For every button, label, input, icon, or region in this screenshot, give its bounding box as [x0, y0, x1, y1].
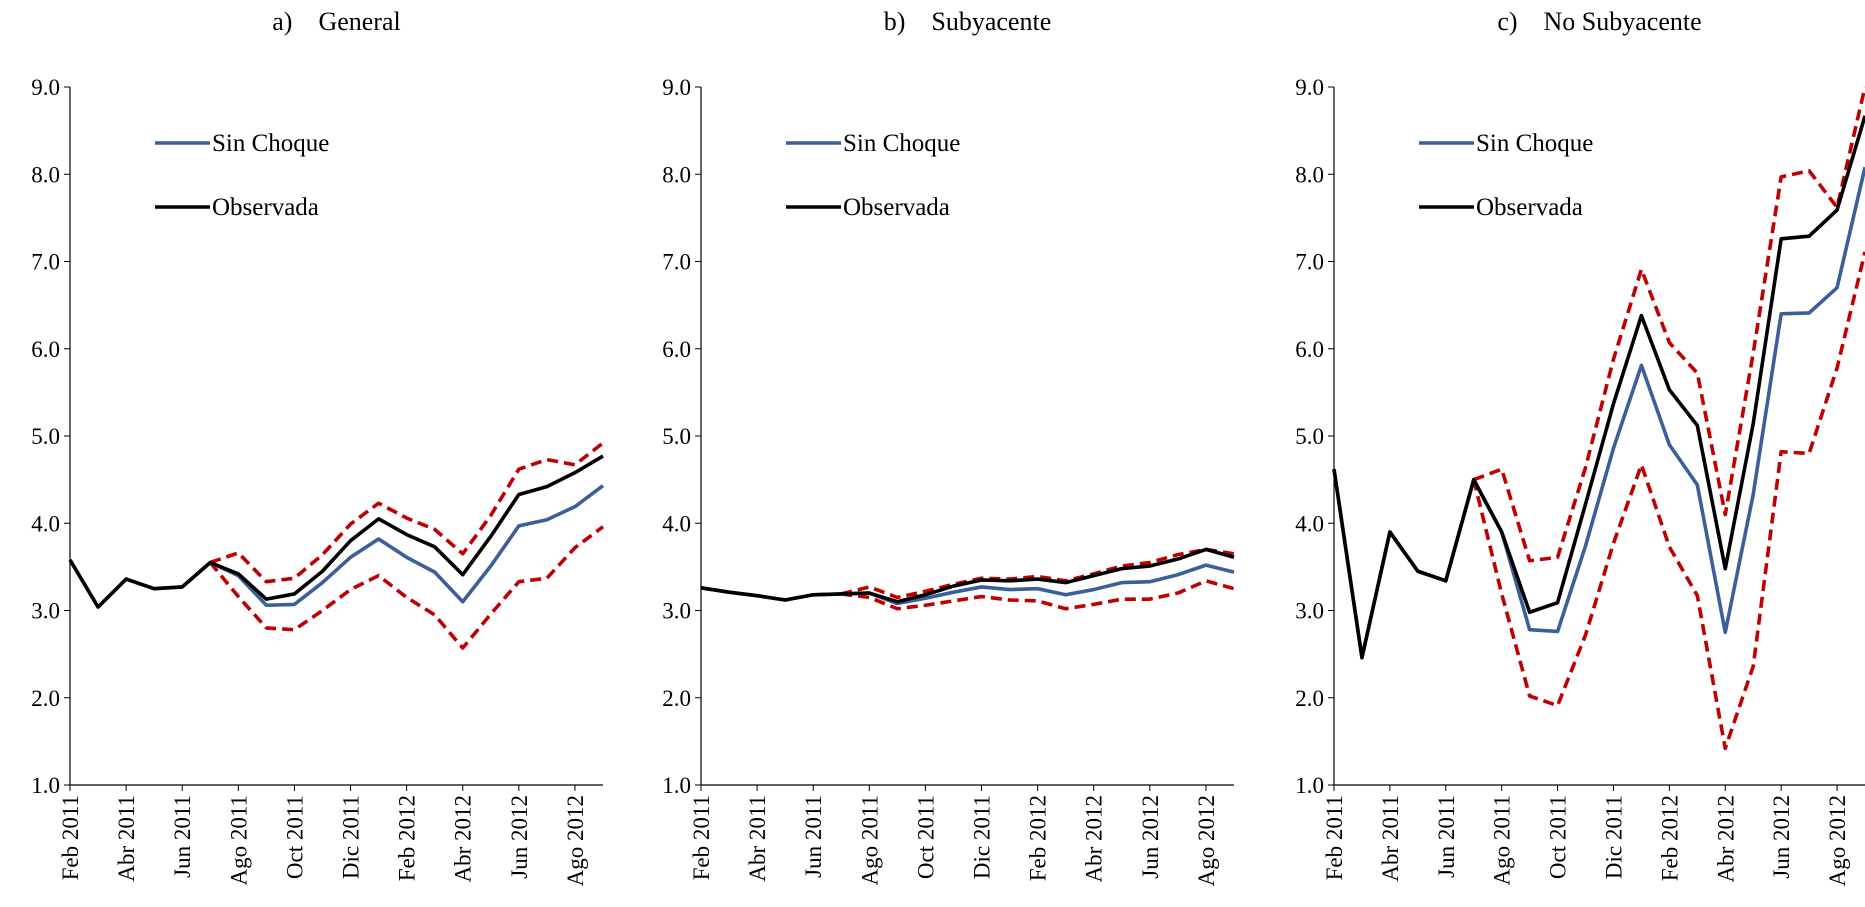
y-tick-label: 6.0	[31, 337, 60, 362]
x-tick-label: Feb 2011	[58, 795, 83, 880]
y-tick-label: 8.0	[662, 162, 691, 187]
x-tick-label: Oct 2011	[1546, 795, 1571, 879]
y-tick-label: 7.0	[1295, 250, 1324, 275]
x-tick-label: Feb 2012	[1026, 795, 1051, 881]
x-tick-label: Ago 2012	[1194, 795, 1219, 886]
y-tick-label: 3.0	[662, 599, 691, 624]
x-tick-label: Ago 2012	[563, 795, 588, 886]
x-tick-label: Jun 2012	[1138, 795, 1163, 879]
series-line	[841, 579, 1235, 611]
panel-title: b) Subyacente	[884, 7, 1052, 36]
x-tick-label: Ago 2011	[857, 795, 882, 886]
x-tick-label: Abr 2012	[1082, 795, 1107, 883]
series-line	[840, 547, 1235, 600]
x-tick-label: Feb 2012	[1657, 795, 1682, 881]
legend-label: Sin Choque	[1476, 130, 1593, 157]
x-tick-label: Oct 2011	[282, 795, 307, 879]
panel: c) No Subyacente 1.0 2.0 3.0 4.0 5.0 6.0 7.0 8.0…	[1295, 7, 1865, 886]
x-tick-label: Ago 2012	[1825, 795, 1850, 886]
x-tick-label: Dic 2011	[970, 795, 995, 879]
x-tick-label: Jun 2012	[507, 795, 532, 879]
y-tick-label: 9.0	[1295, 75, 1324, 100]
panel: b) Subyacente 1.0 2.0 3.0 4.0 5.0 6.0 7.0 8.0 9.0…	[662, 7, 1235, 886]
series-line	[68, 454, 604, 609]
y-tick-label: 6.0	[662, 337, 691, 362]
x-tick-label: Dic 2011	[339, 795, 364, 879]
y-tick-label: 8.0	[31, 162, 60, 187]
y-tick-label: 5.0	[1295, 424, 1324, 449]
series-line	[700, 547, 1235, 604]
panel-title: c) No Subyacente	[1497, 7, 1701, 36]
x-tick-label: Jun 2012	[1769, 795, 1794, 879]
y-tick-label: 1.0	[31, 773, 60, 798]
y-tick-label: 9.0	[31, 75, 60, 100]
x-tick-label: Abr 2011	[1378, 795, 1403, 882]
x-tick-label: Oct 2011	[913, 795, 938, 879]
y-tick-label: 6.0	[1295, 337, 1324, 362]
y-tick-label: 5.0	[31, 424, 60, 449]
series-line	[1332, 115, 1865, 660]
series-line	[1473, 86, 1865, 563]
y-tick-label: 8.0	[1295, 162, 1324, 187]
x-tick-label: Jun 2011	[170, 795, 195, 878]
y-tick-label: 4.0	[662, 511, 691, 536]
series-line	[1471, 251, 1865, 751]
panel-title: a) General	[272, 7, 400, 36]
x-tick-label: Jun 2011	[1434, 795, 1459, 878]
x-tick-label: Jun 2011	[801, 795, 826, 878]
series-line	[208, 525, 605, 650]
y-tick-label: 7.0	[662, 250, 691, 275]
legend-label: Sin Choque	[212, 130, 329, 157]
y-tick-label: 2.0	[1295, 686, 1324, 711]
x-tick-label: Feb 2011	[689, 795, 714, 880]
x-tick-label: Ago 2011	[226, 795, 251, 886]
y-tick-label: 5.0	[662, 424, 691, 449]
x-tick-label: Feb 2011	[1322, 795, 1347, 880]
legend-label: Observada	[843, 194, 950, 221]
legend-label: Observada	[1476, 194, 1583, 221]
legend-label: Observada	[212, 194, 319, 221]
x-tick-label: Abr 2011	[114, 795, 139, 882]
panel: a) General 1.0 2.0 3.0 4.0 5.0 6.0 7.0 8.0 9.0 Feb…	[31, 7, 605, 886]
y-tick-label: 4.0	[1295, 511, 1324, 536]
y-tick-label: 3.0	[31, 599, 60, 624]
y-tick-label: 9.0	[662, 75, 691, 100]
x-tick-label: Abr 2012	[451, 795, 476, 883]
y-tick-label: 2.0	[31, 686, 60, 711]
legend-label: Sin Choque	[843, 130, 960, 157]
x-tick-label: Ago 2011	[1490, 795, 1515, 886]
x-tick-label: Feb 2012	[395, 795, 420, 881]
x-tick-label: Dic 2011	[1601, 795, 1626, 879]
y-tick-label: 7.0	[31, 250, 60, 275]
x-tick-label: Abr 2012	[1713, 795, 1738, 883]
y-tick-label: 4.0	[31, 511, 60, 536]
x-tick-label: Abr 2011	[745, 795, 770, 882]
y-tick-label: 2.0	[662, 686, 691, 711]
series-line	[209, 441, 605, 584]
y-tick-label: 1.0	[1295, 773, 1324, 798]
y-tick-label: 1.0	[662, 773, 691, 798]
y-tick-label: 3.0	[1295, 599, 1324, 624]
